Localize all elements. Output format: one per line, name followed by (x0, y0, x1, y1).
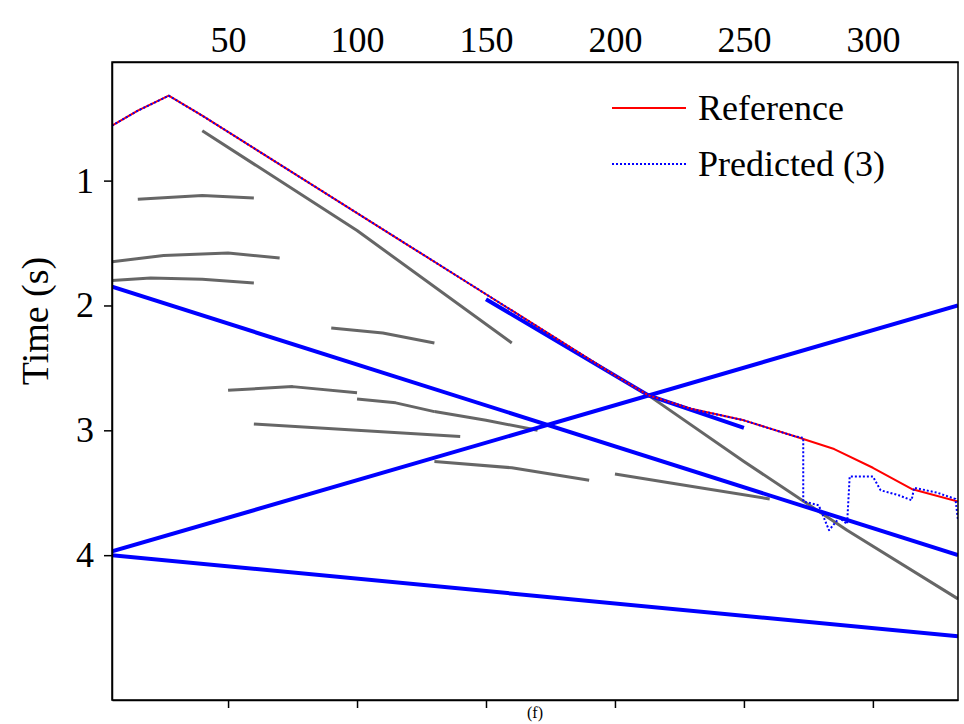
tick-label: 50 (211, 20, 247, 60)
y-axis: 1 2 3 4 (76, 63, 113, 701)
tick (486, 700, 487, 708)
tick-mark (104, 555, 112, 557)
plot-area (112, 96, 958, 637)
seismic-event (357, 399, 434, 411)
tick: 100 (331, 20, 385, 62)
tick: 300 (846, 20, 900, 62)
caption: (f) (527, 704, 543, 722)
seismic-event (112, 278, 254, 283)
seismic-event (202, 131, 512, 343)
series-line (112, 96, 958, 502)
tick-label: 100 (331, 20, 385, 60)
tick-label: 250 (717, 20, 771, 60)
tick-label: 300 (846, 20, 900, 60)
seismic-event (434, 412, 537, 431)
overlay-line (112, 305, 958, 551)
legend-label: Reference (698, 88, 844, 128)
chart: 50 100 150 200 250 300 1 2 3 4 Time (s) (f) Referenc… (0, 0, 964, 724)
tick-mark (486, 700, 488, 708)
tick (744, 700, 745, 708)
tick-label: 2 (76, 285, 94, 325)
legend: Reference Predicted (3) (612, 88, 885, 184)
tick-mark (104, 305, 112, 307)
tick-label: 150 (459, 20, 513, 60)
axis-line (113, 700, 959, 702)
tick-label: 1 (76, 161, 94, 201)
tick: 4 (76, 535, 112, 575)
tick (357, 700, 358, 708)
legend-label: Predicted (3) (698, 144, 885, 184)
x-axis-top: 50 100 150 200 250 300 (113, 20, 959, 63)
axis-line (113, 62, 959, 64)
tick (873, 700, 874, 708)
tick-mark (104, 430, 112, 432)
tick (615, 700, 616, 708)
seismic-event (112, 253, 280, 262)
tick-mark (744, 700, 746, 708)
seismic-event (138, 196, 254, 200)
tick: 150 (459, 20, 513, 62)
seismic-event (228, 387, 357, 393)
axis-title: Time (s) (14, 257, 57, 385)
frame (112, 62, 958, 700)
seismic-event (331, 328, 434, 343)
tick-label: 200 (588, 20, 642, 60)
tick: 250 (717, 20, 771, 62)
tick-mark (228, 700, 230, 708)
tick: 50 (211, 20, 247, 62)
legend-swatch (612, 163, 686, 165)
tick (228, 700, 229, 708)
tick: 200 (588, 20, 642, 62)
tick-label: 4 (76, 535, 94, 575)
tick-mark (873, 700, 875, 708)
overlay-line (112, 555, 958, 636)
axis-line (112, 63, 114, 701)
legend-swatch (612, 107, 686, 109)
overlay-line (112, 287, 958, 555)
tick-mark (615, 700, 617, 708)
tick-mark (357, 700, 359, 708)
tick: 1 (76, 161, 112, 201)
seismic-event (254, 424, 460, 436)
tick-mark (104, 180, 112, 182)
tick: 3 (76, 410, 112, 450)
tick: 2 (76, 285, 112, 325)
seismic-event (434, 462, 589, 481)
series-line (112, 96, 958, 530)
plot-frame (112, 62, 958, 700)
tick-label: 3 (76, 410, 94, 450)
